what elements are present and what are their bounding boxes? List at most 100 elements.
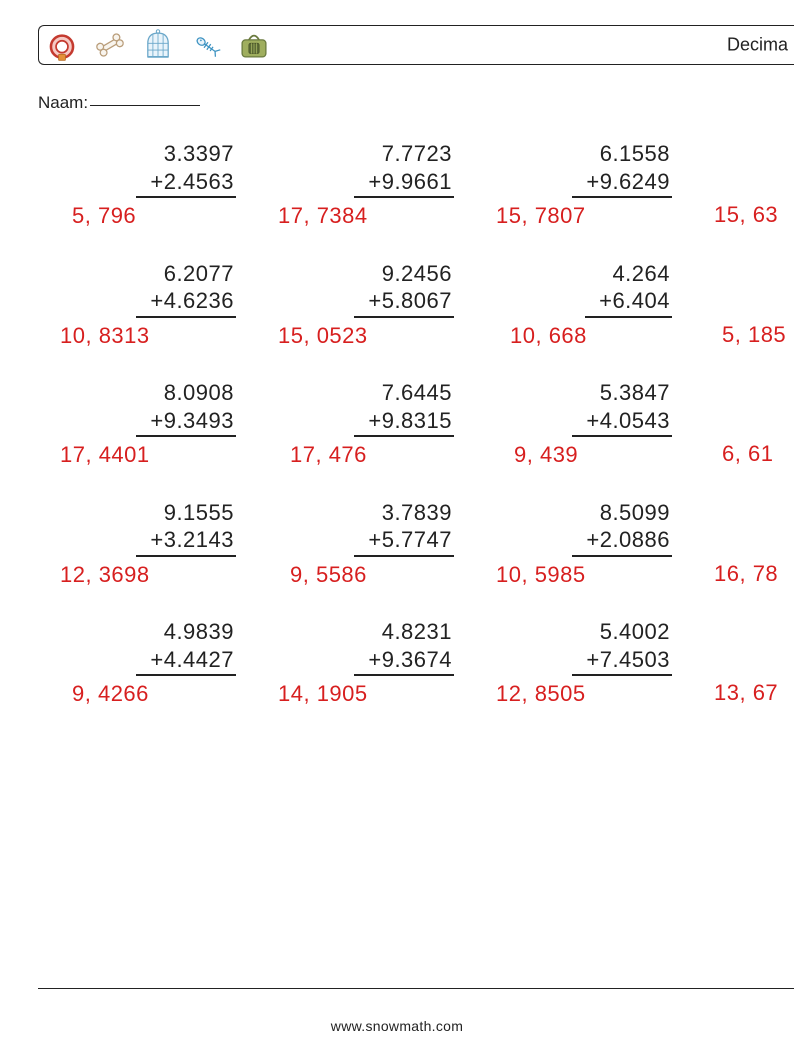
header-right-text: Decima [727, 35, 788, 56]
operand-bottom: +3.2143 [136, 526, 236, 557]
operand-bottom: +9.9661 [354, 168, 454, 199]
problem-cell: 16, 78 [714, 499, 794, 589]
answer: 9, 439 [496, 441, 714, 469]
problem-cell: 4.8231+9.3674 14, 1905 [278, 618, 496, 708]
naam-label: Naam: [38, 93, 88, 112]
problem: 9.1555+3.2143 [60, 499, 278, 557]
operand-top: 9.2456 [354, 260, 454, 288]
answer: 6, 61 [714, 440, 794, 468]
bottom-rule [38, 988, 794, 989]
problem-cell: 15, 63 [714, 140, 794, 230]
problem: 3.3397+2.4563 [60, 140, 278, 198]
answer: 10, 668 [496, 322, 714, 350]
answer: 17, 4401 [60, 441, 278, 469]
answer: 9, 4266 [60, 680, 278, 708]
operand-top: 8.5099 [572, 499, 672, 527]
answer: 9, 5586 [278, 561, 496, 589]
operand-bottom: +5.8067 [354, 287, 454, 318]
name-field-label: Naam: [38, 93, 200, 113]
problem-row: 9.1555+3.2143 12, 36983.7839+5.7747 9, 558… [60, 499, 794, 589]
carrier-icon [237, 28, 271, 62]
problem: 4.8231+9.3674 [278, 618, 496, 676]
worksheet-page: Decima Naam: 3.3397+2.45635, 7967.7723+9… [0, 0, 794, 1053]
problem-row: 6.2077+4.623610, 83139.2456+5.806715, 05… [60, 260, 794, 350]
operand-bottom: +9.3674 [354, 646, 454, 677]
operand-bottom: +9.3493 [136, 407, 236, 438]
problem-cell: 6.2077+4.6236 10, 8313 [60, 260, 278, 350]
problem-cell: 6.1558+9.6249 15, 7807 [496, 140, 714, 230]
problem-cell: 5.4002+7.450312, 8505 [496, 618, 714, 708]
answer: 16, 78 [714, 560, 794, 588]
problem: 5.4002+7.4503 [496, 618, 714, 676]
spacer [714, 379, 794, 436]
spacer [714, 260, 794, 317]
problem-cell: 9.2456+5.8067 15, 0523 [278, 260, 496, 350]
problem: 6.1558+9.6249 [496, 140, 714, 198]
problem: 4.264+6.404 [496, 260, 714, 318]
answer: 10, 5985 [496, 561, 714, 589]
operand-top: 5.3847 [572, 379, 672, 407]
answer: 12, 3698 [60, 561, 278, 589]
operand-top: 7.7723 [354, 140, 454, 168]
problem-cell: 5, 185 [714, 260, 794, 350]
operand-top: 4.264 [585, 260, 672, 288]
operand-top: 8.0908 [136, 379, 236, 407]
problem-cell: 7.6445+9.8315 17, 476 [278, 379, 496, 469]
operand-bottom: +2.4563 [136, 168, 236, 199]
operand-top: 7.6445 [354, 379, 454, 407]
operand-bottom: +5.7747 [354, 526, 454, 557]
problem-grid: 3.3397+2.45635, 7967.7723+9.966117, 7384… [60, 140, 794, 738]
answer: 15, 7807 [496, 202, 714, 230]
spacer [714, 618, 794, 675]
problem-cell: 13, 67 [714, 618, 794, 708]
problem: 7.6445+9.8315 [278, 379, 496, 437]
operand-top: 4.8231 [354, 618, 454, 646]
problem-cell: 4.9839+4.4427 9, 4266 [60, 618, 278, 708]
footer-text: www.snowmath.com [0, 1018, 794, 1034]
answer: 15, 0523 [278, 322, 496, 350]
problem-cell: 7.7723+9.9661 17, 7384 [278, 140, 496, 230]
problem: 8.0908+9.3493 [60, 379, 278, 437]
answer: 17, 476 [278, 441, 496, 469]
cage-icon [141, 28, 175, 62]
operand-top: 9.1555 [136, 499, 236, 527]
problem: 7.7723+9.9661 [278, 140, 496, 198]
problem-cell: 5.3847+4.0543 9, 439 [496, 379, 714, 469]
problem: 8.5099+2.0886 [496, 499, 714, 557]
answer: 15, 63 [714, 201, 794, 229]
problem-cell: 6, 61 [714, 379, 794, 469]
problem: 5.3847+4.0543 [496, 379, 714, 437]
answer: 5, 185 [714, 321, 794, 349]
operand-top: 4.9839 [136, 618, 236, 646]
spacer [714, 499, 794, 556]
operand-bottom: +2.0886 [572, 526, 672, 557]
problem: 6.2077+4.6236 [60, 260, 278, 318]
operand-bottom: +6.404 [585, 287, 672, 318]
spacer [714, 140, 794, 197]
problem-cell: 9.1555+3.2143 12, 3698 [60, 499, 278, 589]
problem-cell: 8.5099+2.0886 10, 5985 [496, 499, 714, 589]
problem: 3.7839+5.7747 [278, 499, 496, 557]
problem-row: 3.3397+2.45635, 7967.7723+9.966117, 7384… [60, 140, 794, 230]
answer: 17, 7384 [278, 202, 496, 230]
problem-row: 4.9839+4.44279, 42664.8231+9.367414, 190… [60, 618, 794, 708]
ring-icon [45, 28, 79, 62]
operand-top: 6.1558 [572, 140, 672, 168]
answer: 10, 8313 [60, 322, 278, 350]
operand-bottom: +9.6249 [572, 168, 672, 199]
problem-cell: 3.7839+5.7747 9, 5586 [278, 499, 496, 589]
problem-cell: 8.0908+9.3493 17, 4401 [60, 379, 278, 469]
problem-cell: 3.3397+2.4563 5, 796 [60, 140, 278, 230]
answer: 13, 67 [714, 679, 794, 707]
bone-icon [93, 28, 127, 62]
operand-bottom: +4.0543 [572, 407, 672, 438]
answer: 5, 796 [60, 202, 278, 230]
problem: 9.2456+5.8067 [278, 260, 496, 318]
answer: 14, 1905 [278, 680, 496, 708]
operand-top: 6.2077 [136, 260, 236, 288]
fish-icon [189, 28, 223, 62]
operand-bottom: +4.4427 [136, 646, 236, 677]
problem: 4.9839+4.4427 [60, 618, 278, 676]
problem-cell: 4.264+6.404 10, 668 [496, 260, 714, 350]
operand-bottom: +4.6236 [136, 287, 236, 318]
